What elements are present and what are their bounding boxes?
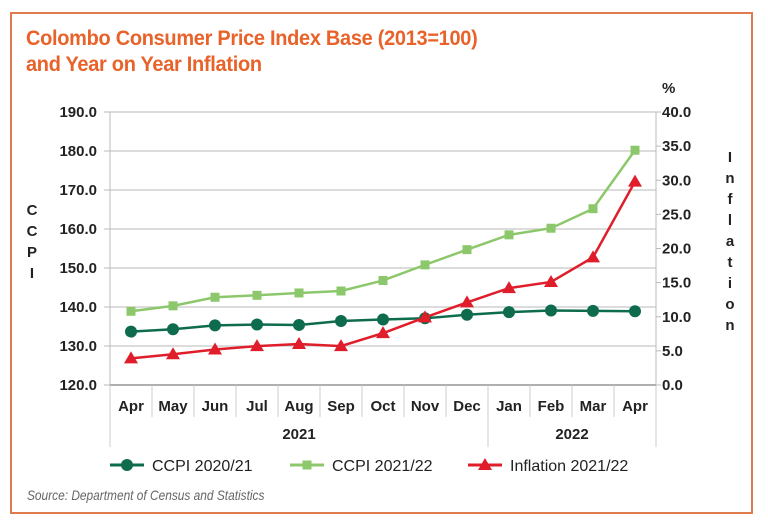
- chart-title: Colombo Consumer Price Index Base (2013=…: [26, 27, 478, 50]
- data-point: [378, 275, 388, 285]
- legend-label: CCPI 2021/22: [332, 458, 433, 475]
- y-tick-left: 140.0: [59, 299, 97, 316]
- data-point: [126, 306, 136, 316]
- y-tick-right: 35.0: [662, 138, 691, 155]
- data-point: [166, 347, 180, 360]
- x-tick-label: Mar: [580, 398, 607, 415]
- data-point: [294, 288, 304, 298]
- y-tick-left: 190.0: [59, 104, 97, 121]
- data-point: [336, 286, 346, 296]
- x-tick-label: Jan: [496, 398, 522, 415]
- data-point: [250, 339, 264, 352]
- x-tick-label: Dec: [453, 398, 481, 415]
- y-axis-title-right-letter: o: [725, 296, 734, 313]
- x-tick-label: Oct: [370, 398, 395, 415]
- x-tick-label: Feb: [538, 398, 565, 415]
- y-axis-title-left-letter: C: [27, 202, 38, 219]
- data-point: [630, 145, 640, 155]
- x-group-label: 2021: [282, 426, 315, 443]
- data-point: [334, 339, 348, 352]
- y-axis-title-left-letter: I: [30, 265, 34, 282]
- x-group-label: 2022: [555, 426, 588, 443]
- x-tick-label: Apr: [622, 398, 648, 415]
- y-tick-left: 120.0: [59, 377, 97, 394]
- x-tick-label: Jul: [246, 398, 268, 415]
- y-axis-title-right-letter: n: [725, 317, 734, 334]
- data-point: [587, 304, 599, 317]
- data-point: [293, 318, 305, 331]
- data-point: [504, 230, 514, 240]
- data-point: [377, 313, 389, 326]
- data-point: [209, 319, 221, 332]
- y-tick-left: 170.0: [59, 182, 97, 199]
- data-point: [503, 306, 515, 319]
- series-line: [130, 149, 637, 313]
- chart-subtitle: and Year on Year Inflation: [26, 53, 262, 76]
- x-tick-label: Sep: [327, 398, 355, 415]
- y-axis-title-right-letter: l: [728, 212, 732, 229]
- data-point: [420, 260, 430, 270]
- legend-label: CCPI 2020/21: [152, 458, 253, 475]
- y-tick-right: 20.0: [662, 241, 691, 258]
- y-axis-title-right-letter: I: [728, 149, 732, 166]
- chart-frame: [10, 12, 753, 514]
- data-point: [546, 223, 556, 233]
- legend-marker: [302, 460, 312, 470]
- data-point: [376, 326, 390, 339]
- data-point: [545, 304, 557, 317]
- x-tick-label: Apr: [118, 398, 144, 415]
- data-point: [124, 351, 138, 364]
- y-axis-title-left-letter: P: [27, 244, 37, 261]
- data-point: [544, 274, 558, 287]
- y-axis-title-right-letter: a: [726, 233, 735, 250]
- y-tick-left: 160.0: [59, 221, 97, 238]
- y-tick-left: 180.0: [59, 143, 97, 160]
- legend-marker: [121, 459, 133, 471]
- data-point: [418, 310, 432, 323]
- x-tick-label: Jun: [202, 398, 229, 415]
- y-tick-right: 10.0: [662, 309, 691, 326]
- x-tick-label: Aug: [284, 398, 313, 415]
- y-tick-right: 40.0: [662, 104, 691, 121]
- y-axis-title-right-letter: i: [728, 275, 732, 292]
- data-point: [335, 315, 347, 328]
- data-point: [292, 337, 306, 350]
- y-axis-title-right-letter: f: [728, 191, 734, 208]
- x-tick-label: May: [158, 398, 188, 415]
- data-point: [167, 323, 179, 336]
- data-point: [629, 305, 641, 318]
- y-tick-right: 0.0: [662, 377, 683, 394]
- y-tick-right: 15.0: [662, 275, 691, 292]
- y-tick-right: 25.0: [662, 206, 691, 223]
- legend-marker: [478, 458, 492, 470]
- y-tick-left: 130.0: [59, 338, 97, 355]
- data-point: [628, 174, 642, 187]
- y-axis-title-right-letter: n: [725, 170, 734, 187]
- data-point: [586, 250, 600, 263]
- data-point: [588, 204, 598, 214]
- data-point: [210, 292, 220, 302]
- legend-label: Inflation 2021/22: [510, 458, 628, 475]
- y-axis-title-left-letter: C: [27, 223, 38, 240]
- data-point: [251, 318, 263, 331]
- source-note: Source: Department of Census and Statist…: [27, 487, 265, 503]
- y-tick-right: 30.0: [662, 172, 691, 189]
- data-point: [168, 301, 178, 311]
- data-point: [252, 290, 262, 300]
- data-point: [461, 308, 473, 321]
- y-tick-right: 5.0: [662, 343, 683, 360]
- data-point: [208, 342, 222, 355]
- data-point: [502, 281, 516, 294]
- data-point: [462, 245, 472, 255]
- data-point: [460, 295, 474, 308]
- x-tick-label: Nov: [411, 398, 440, 415]
- y-axis-unit-right: %: [662, 80, 675, 97]
- y-axis-title-right-letter: t: [728, 254, 733, 271]
- data-point: [125, 325, 137, 338]
- y-tick-left: 150.0: [59, 260, 97, 277]
